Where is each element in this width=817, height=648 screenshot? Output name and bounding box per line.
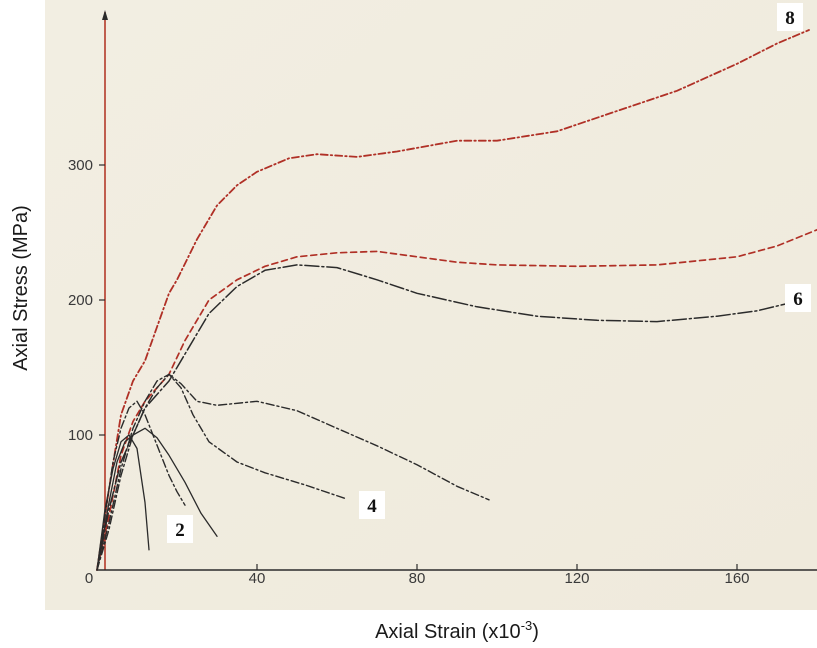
curve-tag-8: 8 (785, 8, 795, 29)
x-axis-title: Axial Strain (x10-3) (375, 618, 539, 643)
series-line-2 (96, 427, 218, 571)
curve-tag-box-6 (785, 284, 811, 312)
y-axis-arrow (102, 10, 108, 20)
series-line-unlabeled-7 (96, 434, 150, 571)
y-tick-label-200: 200 (68, 292, 93, 309)
series-line-4 (96, 373, 490, 571)
y-axis-title: Axial Stress (MPa) (10, 205, 32, 371)
series-line-8 (96, 29, 810, 571)
series-line-unlabeled-4 (96, 373, 346, 571)
x-tick-label-160: 160 (724, 570, 749, 587)
curve-tag-box-8 (777, 3, 803, 31)
curve-tag-box-4 (359, 491, 385, 519)
curve-tag-2: 2 (175, 520, 185, 541)
x-tick-label-0: 0 (85, 570, 93, 587)
x-tick-label-40: 40 (249, 570, 266, 587)
y-tick-label-300: 300 (68, 157, 93, 174)
series-line-unlabeled-1 (96, 228, 817, 571)
y-tick-label-100: 100 (68, 427, 93, 444)
curve-tag-4: 4 (367, 496, 377, 517)
x-tick-label-80: 80 (409, 570, 426, 587)
x-tick-label-120: 120 (564, 570, 589, 587)
scanned-photo-background (45, 0, 817, 610)
curve-tag-6: 6 (793, 289, 803, 310)
series-line-unlabeled-6 (96, 400, 186, 571)
curve-tag-box-2 (167, 515, 193, 543)
